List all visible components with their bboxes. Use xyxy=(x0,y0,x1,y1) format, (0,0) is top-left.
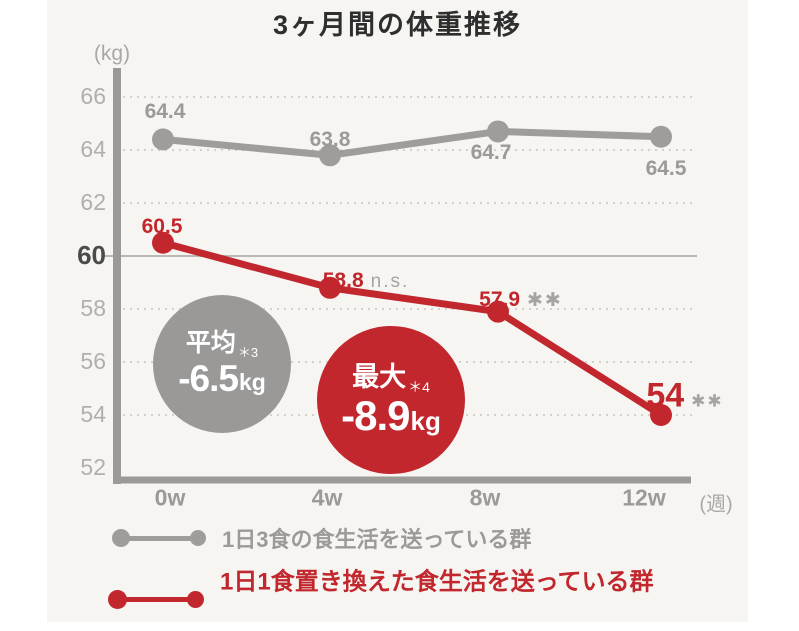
red-point-label-8w: 57.9 ✱✱ xyxy=(479,288,563,312)
average-footnote-marker: ＊3 xyxy=(237,345,259,360)
max-loss-callout: 最大 ＊4 -8.9 kg xyxy=(317,330,465,470)
gray-point-label-8w: 64.7 xyxy=(471,141,512,165)
gray-point-label-0w: 64.4 xyxy=(145,100,186,124)
red-value-4w: 58.8 xyxy=(322,269,364,292)
gray-value-12w: 64.5 xyxy=(645,157,687,180)
red-point-label-4w: 58.8 n.s. xyxy=(323,269,410,293)
annotation-asterisks-8w: ✱✱ xyxy=(527,290,563,311)
gray-value-8w: 64.7 xyxy=(470,141,512,164)
x-axis-tick-0w: 0w xyxy=(154,484,186,511)
legend-label-three-meals: 1日3食の食生活を送っている群 xyxy=(222,527,532,552)
x-axis-unit-label: (週) xyxy=(699,493,733,516)
max-unit: kg xyxy=(410,405,441,436)
average-callout-value-row: -6.5 kg xyxy=(178,360,266,397)
legend-dot-red-right xyxy=(187,591,204,608)
red-point-label-0w: 60.5 xyxy=(142,215,183,239)
y-axis-tick-64: 64 xyxy=(80,135,106,162)
legend-line-gray xyxy=(118,536,200,541)
legend-dot-gray-right xyxy=(190,530,206,546)
gray-value-4w: 63.8 xyxy=(309,128,351,151)
chart-background-panel xyxy=(47,0,748,622)
average-loss-callout: 平均 ＊3 -6.5 kg xyxy=(152,298,292,430)
max-callout-value-row: -8.9 kg xyxy=(341,391,441,439)
max-value: -8.9 xyxy=(341,391,410,439)
legend-label-one-meal-replaced: 1日1食置き換えた食生活を送っている群 xyxy=(220,568,654,596)
y-axis-tick-58: 58 xyxy=(80,294,106,321)
red-point-label-12w: 54 ✱✱ xyxy=(646,377,723,416)
legend-dot-gray-left xyxy=(112,529,130,547)
gray-point-label-4w: 63.8 xyxy=(310,128,351,152)
red-value-0w: 60.5 xyxy=(141,215,183,238)
x-axis-tick-4w: 4w xyxy=(311,484,343,511)
legend-line-red xyxy=(114,597,198,602)
legend-dot-red-left xyxy=(108,590,127,609)
y-axis-tick-54: 54 xyxy=(80,400,106,427)
average-label: 平均 xyxy=(185,329,236,357)
annotation-ns: n.s. xyxy=(370,271,410,292)
legend-marker-red xyxy=(108,589,204,609)
x-axis-tick-8w: 8w xyxy=(469,484,501,511)
average-callout-header: 平均 ＊3 xyxy=(185,329,259,360)
red-value-8w: 57.9 xyxy=(479,288,521,311)
chart-title: 3ヶ月間の体重推移 xyxy=(272,10,523,40)
gray-point-label-12w: 64.5 xyxy=(646,157,687,181)
red-value-12w: 54 xyxy=(646,376,685,415)
x-axis-tick-12w: 12w xyxy=(622,484,666,511)
y-axis-unit-label: (kg) xyxy=(93,42,131,65)
max-label: 最大 xyxy=(352,361,407,392)
y-axis-tick-56: 56 xyxy=(80,347,106,374)
legend-marker-gray xyxy=(112,528,206,548)
y-axis-tick-62: 62 xyxy=(80,188,106,215)
annotation-asterisks-12w: ✱✱ xyxy=(691,391,724,411)
max-callout-header: 最大 ＊4 xyxy=(352,361,430,395)
max-footnote-marker: ＊4 xyxy=(408,378,430,395)
y-axis-tick-66: 66 xyxy=(80,82,106,109)
average-value: -6.5 xyxy=(178,358,239,399)
average-unit: kg xyxy=(238,369,266,395)
y-axis-tick-52: 52 xyxy=(80,453,106,480)
gray-value-0w: 64.4 xyxy=(144,100,186,123)
y-axis-tick-60: 60 xyxy=(77,239,106,270)
